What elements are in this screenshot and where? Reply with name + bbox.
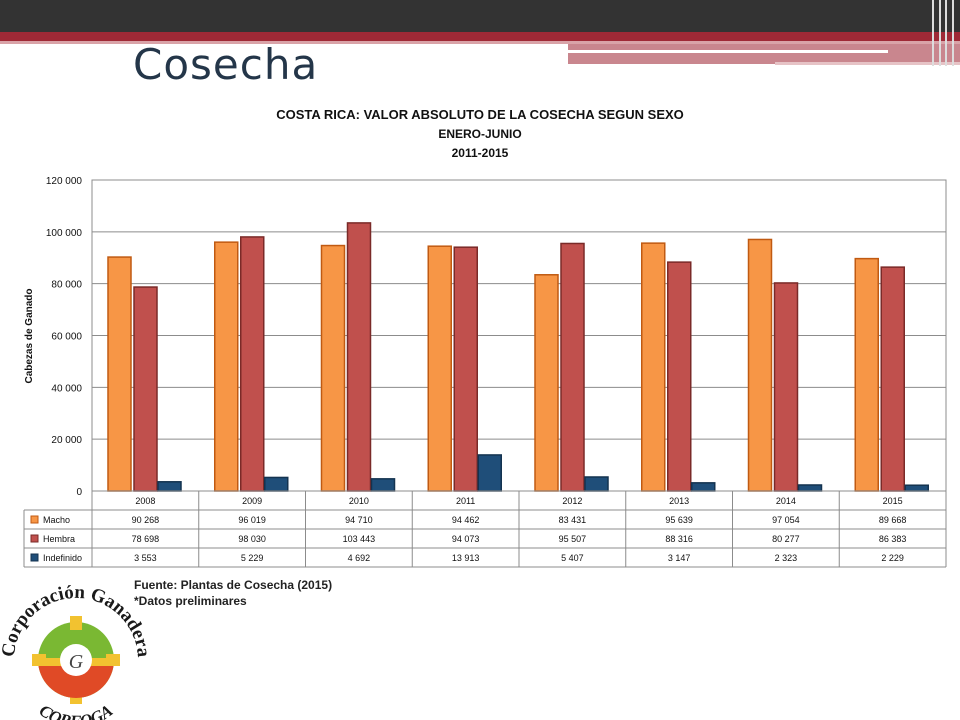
data-label: 94 073 [452, 534, 480, 544]
legend-swatch-indefinido [30, 553, 39, 562]
x-tick-label: 2013 [669, 496, 689, 506]
bar-hembra [560, 242, 585, 492]
bar-indefinido [584, 476, 609, 492]
header-decoration-line [568, 50, 888, 53]
y-tick-label: 60 000 [51, 332, 82, 343]
data-label: 5 229 [241, 553, 264, 563]
x-tick-label: 2012 [562, 496, 582, 506]
bars [107, 222, 929, 492]
x-tick-label: 2010 [349, 496, 369, 506]
data-label: 80 277 [772, 534, 800, 544]
data-label: 83 431 [559, 515, 587, 525]
chart-subtitle: ENERO-JUNIO [438, 127, 521, 141]
x-tick-label: 2009 [242, 496, 262, 506]
preliminary-note: *Datos preliminares [134, 594, 247, 608]
bar-macho [320, 244, 346, 492]
bar-macho [854, 257, 879, 492]
bar-hembra [133, 286, 158, 492]
bar-indefinido [264, 476, 289, 492]
bar-hembra [240, 236, 265, 492]
bar-macho [534, 274, 559, 492]
data-label: 2 229 [881, 553, 904, 563]
source-line: Fuente: Plantas de Cosecha (2015) [134, 578, 333, 592]
legend-label: Macho [43, 515, 70, 525]
data-label: 95 507 [559, 534, 587, 544]
y-tick-label: 20 000 [51, 435, 82, 446]
data-label: 3 553 [134, 553, 157, 563]
bar-hembra [453, 246, 478, 492]
bar-macho [214, 241, 239, 492]
data-label: 13 913 [452, 553, 480, 563]
data-label: 90 268 [132, 515, 160, 525]
data-label: 5 407 [561, 553, 584, 563]
x-tick-label: 2011 [456, 496, 475, 506]
header-bar [0, 0, 960, 32]
y-tick-label: 120 000 [46, 176, 83, 187]
data-label: 96 019 [238, 515, 266, 525]
bar-indefinido [370, 478, 396, 492]
data-label: 103 443 [343, 534, 376, 544]
data-label: 86 383 [879, 534, 907, 544]
y-tick-label: 80 000 [51, 280, 82, 291]
chart-subtitle-years: 2011-2015 [452, 146, 509, 160]
y-axis-label: Cabezas de Ganado [24, 288, 35, 383]
bar-macho [107, 256, 132, 492]
bar-indefinido [691, 482, 716, 492]
header-stripes [930, 0, 960, 66]
y-tick-labels: 0 20 000 40 000 60 000 80 000 100 000 120 000 [46, 176, 83, 498]
legend-label: Indefinido [43, 553, 82, 563]
data-label: 3 147 [668, 553, 691, 563]
source-note: Fuente: Plantas de Cosecha (2015) *Datos… [134, 577, 332, 609]
data-label: 94 462 [452, 515, 480, 525]
data-label: 97 054 [772, 515, 800, 525]
slide-title: Cosecha [133, 40, 319, 89]
header-accent-bar [0, 32, 960, 41]
x-tick-label: 2008 [135, 496, 155, 506]
data-label: 78 698 [132, 534, 160, 544]
data-label: 88 316 [665, 534, 693, 544]
bar-hembra [667, 261, 692, 492]
x-tick-label: 2015 [883, 496, 903, 506]
legend-label: Hembra [43, 534, 75, 544]
bar-hembra [880, 266, 905, 492]
bar-hembra [773, 282, 799, 492]
y-tick-label: 100 000 [46, 228, 83, 239]
harvest-chart: COSTA RICA: VALOR ABSOLUTO DE LA COSECHA… [23, 107, 947, 568]
bar-indefinido [477, 454, 502, 492]
bar-indefinido [904, 484, 929, 492]
corfoga-logo: Corporación Ganadera G CORFOGA [0, 582, 150, 720]
bar-indefinido [797, 484, 823, 492]
chart-title: COSTA RICA: VALOR ABSOLUTO DE LA COSECHA… [276, 107, 684, 122]
header-decoration-block [568, 44, 960, 64]
bar-macho [641, 242, 666, 492]
bar-hembra [346, 222, 372, 492]
bar-macho [747, 238, 773, 492]
data-label: 95 639 [665, 515, 693, 525]
legend-swatch-hembra [30, 534, 39, 543]
svg-text:G: G [69, 651, 84, 673]
x-tick-label: 2014 [776, 496, 796, 506]
legend-swatch-macho [30, 515, 39, 524]
y-tick-label: 0 [76, 487, 82, 498]
data-label: 98 030 [238, 534, 266, 544]
header-accent-line [0, 41, 960, 44]
data-table: 2008 2009 2010 2011 2012 2013 2014 2015 Macho 90 … [23, 490, 947, 568]
header-decoration-line-2 [775, 62, 960, 65]
data-label: 2 323 [775, 553, 798, 563]
bar-indefinido [157, 481, 182, 492]
data-label: 4 692 [348, 553, 371, 563]
y-tick-label: 40 000 [51, 383, 82, 394]
data-label: 94 710 [345, 515, 373, 525]
bar-macho [427, 245, 452, 492]
data-label: 89 668 [879, 515, 907, 525]
